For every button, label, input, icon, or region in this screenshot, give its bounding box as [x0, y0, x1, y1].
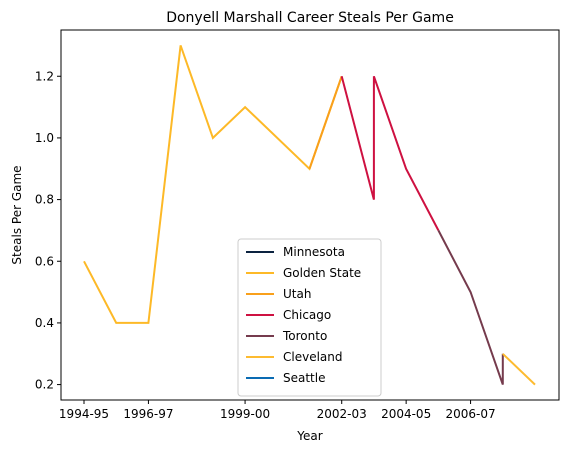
x-tick-label: 1994-95: [59, 407, 109, 421]
legend-entry: Golden State: [283, 266, 361, 280]
plot-area-frame: [60, 29, 560, 401]
legend-entry: Cleveland: [283, 350, 343, 364]
series-line-chicago: [340, 75, 440, 231]
series-line-cleveland: [502, 353, 536, 386]
x-tick-label: 2006-07: [446, 407, 496, 421]
x-tick-label: 1999-00: [220, 407, 270, 421]
y-axis: 0.2 0.4 0.6 0.8 1.0 1.2: [35, 69, 61, 392]
plot-lines: [83, 45, 536, 386]
legend-entry: Seattle: [283, 371, 325, 385]
x-tick-label: 2004-05: [381, 407, 431, 421]
legend-entry: Utah: [283, 287, 311, 301]
chart-title: Donyell Marshall Career Steals Per Game: [166, 10, 454, 26]
x-axis: 1994-95 1996-97 1999-00 2002-03 2004-05 2006-…: [59, 400, 496, 421]
legend-entry: Minnesota: [283, 245, 345, 259]
legend-entry: Chicago: [283, 308, 331, 322]
legend-entry: Toronto: [282, 329, 327, 343]
x-tick-label: 1996-97: [123, 407, 173, 421]
x-tick-label: 2002-03: [317, 407, 367, 421]
y-tick-label: 0.8: [35, 193, 54, 207]
y-tick-label: 0.6: [35, 254, 54, 268]
y-axis-label: Steals Per Game: [10, 165, 24, 264]
series-line-golden-state: [83, 45, 343, 324]
y-tick-label: 1.0: [35, 131, 54, 145]
legend: Minnesota Golden State Utah Chicago Toronto C…: [237, 238, 382, 397]
y-tick-label: 1.2: [35, 69, 54, 83]
series-line-toronto: [437, 229, 504, 385]
y-tick-label: 0.2: [35, 378, 54, 392]
x-axis-label: Year: [296, 429, 322, 443]
y-tick-label: 0.4: [35, 316, 54, 330]
series-line-utah: [308, 75, 343, 170]
